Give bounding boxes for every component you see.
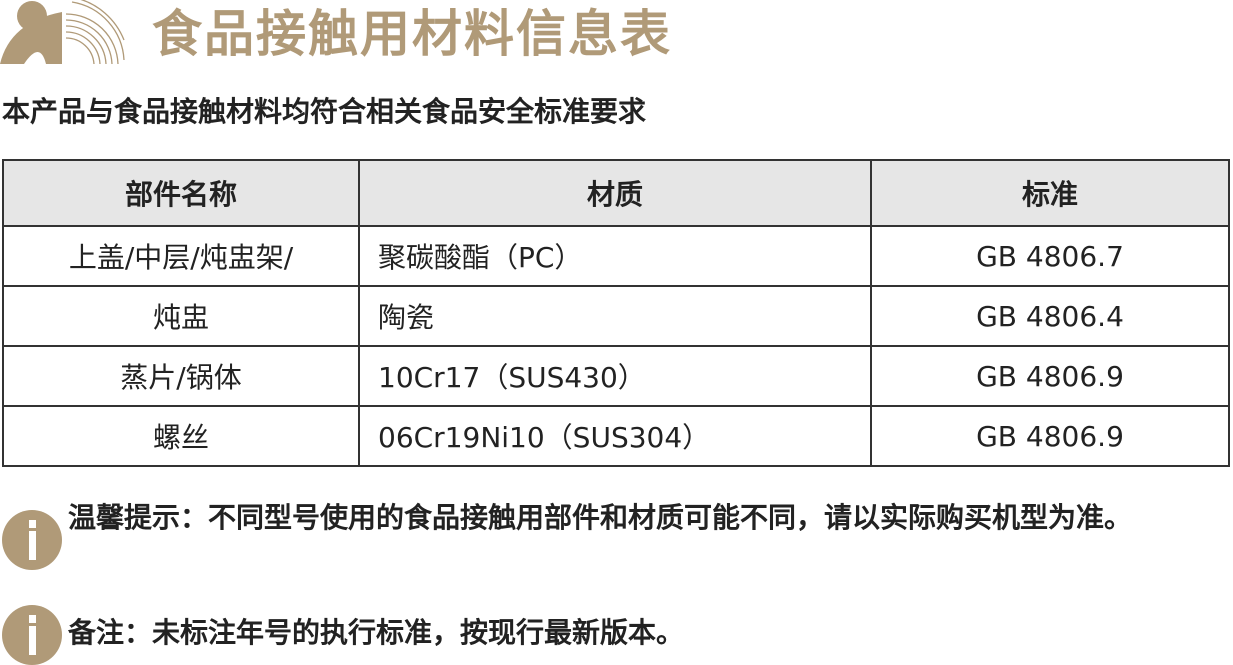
- cell-part: 蒸片/锅体: [2, 345, 360, 407]
- cell-material: 聚碳酸酯（PC）: [358, 225, 872, 287]
- cell-material: 10Cr17（SUS430）: [358, 345, 872, 407]
- table-row: 炖盅 陶瓷 GB 4806.4: [2, 285, 1230, 347]
- table-row: 上盖/中层/炖盅架/ 聚碳酸酯（PC） GB 4806.7: [2, 225, 1230, 287]
- column-header-part: 部件名称: [2, 159, 360, 227]
- materials-table: 部件名称 材质 标准 上盖/中层/炖盅架/ 聚碳酸酯（PC） GB 4806.7…: [2, 159, 1230, 467]
- info-icon: [2, 605, 62, 665]
- brand-logo-icon: [0, 0, 125, 64]
- cell-part: 螺丝: [2, 405, 360, 467]
- cell-standard: GB 4806.9: [870, 405, 1230, 467]
- column-header-standard: 标准: [870, 159, 1230, 227]
- cell-standard: GB 4806.7: [870, 225, 1230, 287]
- cell-standard: GB 4806.4: [870, 285, 1230, 347]
- page-subtitle: 本产品与食品接触材料均符合相关食品安全标准要求: [2, 95, 647, 128]
- remark-note: 备注：未标注年号的执行标准，按现行最新版本。: [68, 616, 685, 649]
- info-icon: [2, 510, 62, 570]
- cell-part: 炖盅: [2, 285, 360, 347]
- table-row: 蒸片/锅体 10Cr17（SUS430） GB 4806.9: [2, 345, 1230, 407]
- page-title: 食品接触用材料信息表: [152, 5, 672, 63]
- tip-note: 温馨提示：不同型号使用的食品接触用部件和材质可能不同，请以实际购买机型为准。: [68, 501, 1133, 534]
- cell-part: 上盖/中层/炖盅架/: [2, 225, 360, 287]
- cell-standard: GB 4806.9: [870, 345, 1230, 407]
- cell-material: 陶瓷: [358, 285, 872, 347]
- table-row: 螺丝 06Cr19Ni10（SUS304） GB 4806.9: [2, 405, 1230, 467]
- cell-material: 06Cr19Ni10（SUS304）: [358, 405, 872, 467]
- column-header-material: 材质: [358, 159, 872, 227]
- table-header-row: 部件名称 材质 标准: [2, 159, 1230, 227]
